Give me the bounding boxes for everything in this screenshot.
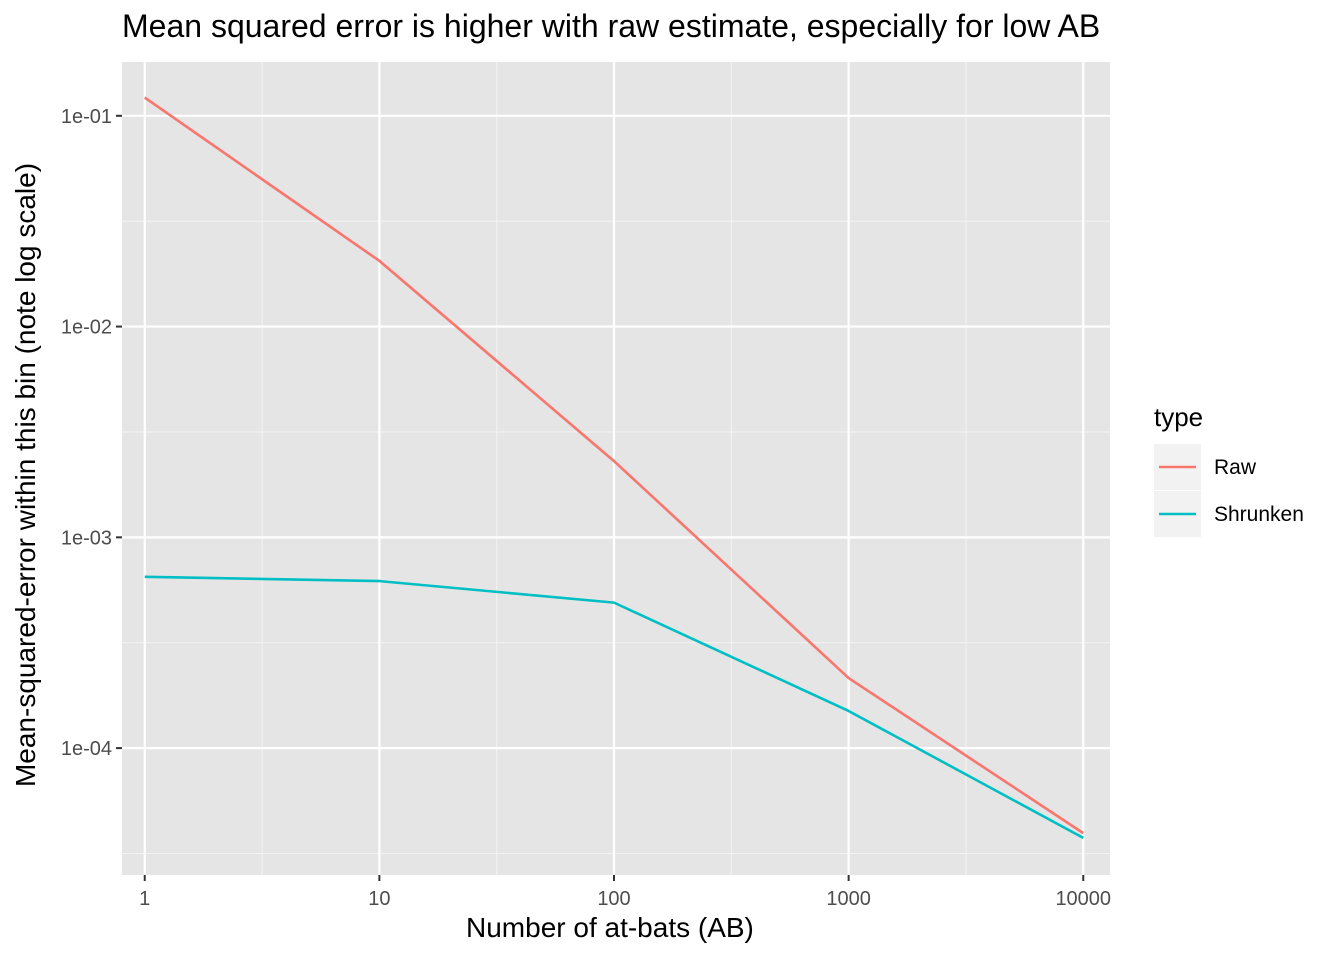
minor-gridlines bbox=[122, 62, 1110, 875]
y-tick-label: 1e-02 bbox=[61, 317, 112, 339]
legend-title: type bbox=[1154, 402, 1204, 432]
x-tick-label: 1 bbox=[139, 888, 150, 910]
y-axis-label: Mean-squared-error within this bin (note… bbox=[10, 162, 41, 788]
x-tick-label: 10000 bbox=[1055, 888, 1111, 910]
legend-label-shrunken: Shrunken bbox=[1214, 503, 1304, 526]
legend-label-raw: Raw bbox=[1214, 456, 1257, 479]
x-tick-label: 1000 bbox=[826, 888, 871, 910]
y-tick-label: 1e-03 bbox=[61, 527, 112, 549]
chart-title: Mean squared error is higher with raw es… bbox=[122, 8, 1101, 44]
series-lines bbox=[143, 96, 1084, 840]
y-tick-label: 1e-04 bbox=[61, 738, 112, 760]
x-tick-label: 10 bbox=[368, 888, 390, 910]
axis-ticks: 1 10 100 1000 10000 1e-04 1e-03 1e-02 1e-01 bbox=[61, 106, 1111, 910]
x-axis-label: Number of at-bats (AB) bbox=[466, 912, 754, 943]
major-gridlines bbox=[122, 62, 1110, 875]
legend-keys bbox=[1154, 444, 1201, 537]
y-tick-label: 1e-01 bbox=[61, 106, 112, 128]
x-tick-label: 100 bbox=[597, 888, 630, 910]
